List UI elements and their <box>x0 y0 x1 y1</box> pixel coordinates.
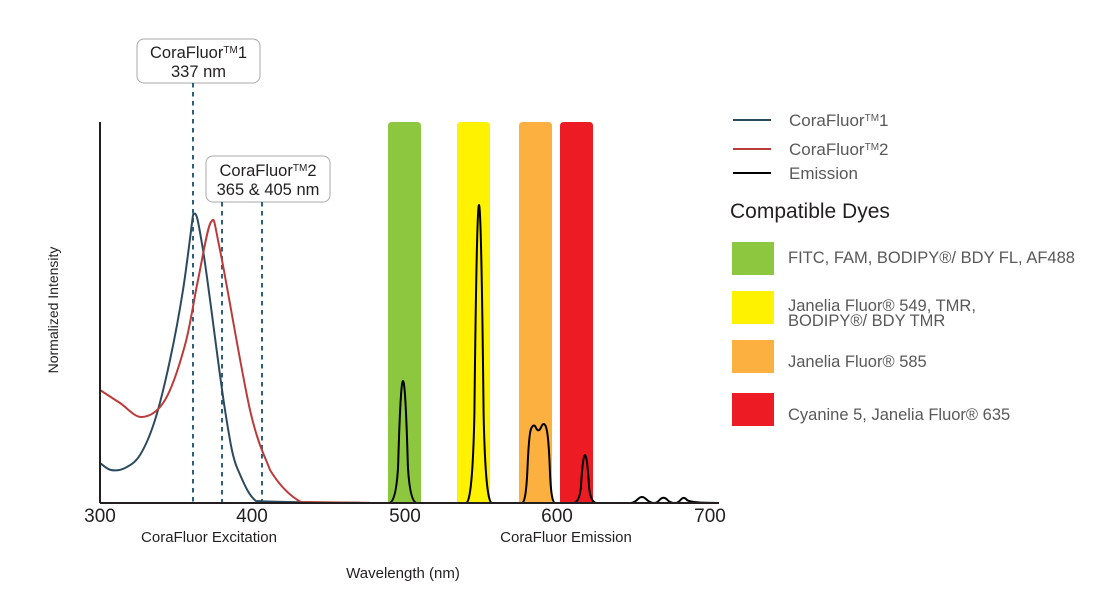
svg-text:Wavelength (nm): Wavelength (nm) <box>346 565 460 582</box>
svg-text:BODIPY®/ BDY TMR: BODIPY®/ BDY TMR <box>788 312 945 330</box>
svg-text:337 nm: 337 nm <box>171 63 226 81</box>
svg-text:500: 500 <box>389 506 421 527</box>
svg-text:CoraFluor Excitation: CoraFluor Excitation <box>141 529 277 546</box>
svg-text:Cyanine 5, Janelia Fluor® 635: Cyanine 5, Janelia Fluor® 635 <box>788 406 1010 424</box>
svg-text:400: 400 <box>236 506 268 527</box>
svg-text:600: 600 <box>541 506 573 527</box>
svg-text:Emission: Emission <box>789 164 858 183</box>
svg-text:700: 700 <box>694 506 726 527</box>
svg-text:300: 300 <box>84 506 116 527</box>
svg-text:365 & 405 nm: 365 & 405 nm <box>217 181 320 199</box>
svg-text:Compatible Dyes: Compatible Dyes <box>730 200 890 223</box>
svg-text:CoraFluor Emission: CoraFluor Emission <box>500 529 632 546</box>
svg-text:FITC, FAM, BODIPY®/ BDY FL, AF: FITC, FAM, BODIPY®/ BDY FL, AF488 <box>788 249 1075 267</box>
svg-text:Janelia Fluor® 585: Janelia Fluor® 585 <box>788 353 927 371</box>
svg-text:Normalized Intensity: Normalized Intensity <box>45 247 61 374</box>
